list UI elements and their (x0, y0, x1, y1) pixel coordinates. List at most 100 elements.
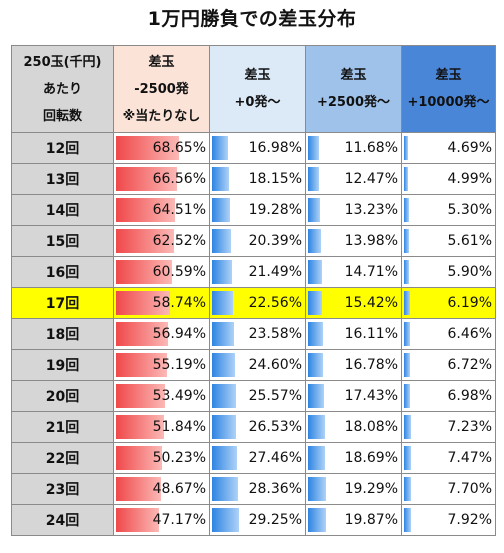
header-plus10000-line: +10000発～ (407, 95, 490, 110)
value-label: 25.57% (248, 388, 302, 404)
cell-plus10000: 5.61% (401, 225, 496, 257)
cell-plus2500: 17.43% (305, 380, 402, 412)
value-label: 4.99% (447, 171, 492, 187)
value-bar (404, 229, 409, 253)
cell-loss: 55.19% (113, 349, 210, 381)
table-row: 22回 50.23% 27.46% 18.69% 7.47% (11, 442, 496, 474)
header-row: 250玉(千円) あたり 回転数 差玉 -2500発 ※当たりなし 差玉 +0発… (11, 45, 496, 133)
value-label: 18.69% (344, 450, 398, 466)
value-label: 11.68% (344, 140, 398, 156)
cell-loss: 68.65% (113, 132, 210, 164)
cell-plus0: 21.49% (209, 256, 306, 288)
chart-title: 1万円勝負での差玉分布 (147, 8, 357, 30)
cell-loss: 53.49% (113, 380, 210, 412)
value-bar (116, 322, 168, 346)
value-bar (404, 198, 409, 222)
value-bar (404, 384, 410, 408)
value-label: 22.56% (248, 295, 302, 311)
value-label: 28.36% (248, 481, 302, 497)
value-label: 21.49% (248, 264, 302, 280)
value-label: 14.71% (344, 264, 398, 280)
value-bar (308, 322, 323, 346)
cell-plus0: 26.53% (209, 411, 306, 443)
value-bar (212, 167, 229, 191)
value-label: 6.72% (447, 357, 492, 373)
value-bar (212, 508, 239, 532)
cell-plus2500: 18.08% (305, 411, 402, 443)
value-bar (212, 415, 236, 439)
cell-plus2500: 18.69% (305, 442, 402, 474)
table-row: 17回 58.74% 22.56% 15.42% 6.19% (11, 287, 496, 319)
value-label: 16.11% (344, 326, 398, 342)
value-label: 5.61% (447, 233, 492, 249)
cell-plus10000: 7.47% (401, 442, 496, 474)
distribution-table: 250玉(千円) あたり 回転数 差玉 -2500発 ※当たりなし 差玉 +0発… (11, 45, 496, 536)
value-label: 48.67% (152, 481, 206, 497)
cell-plus0: 16.98% (209, 132, 306, 164)
value-bar (212, 477, 238, 501)
value-bar (308, 415, 325, 439)
cell-plus0: 24.60% (209, 349, 306, 381)
value-bar (404, 167, 408, 191)
header-spins-line: あたり (42, 81, 82, 97)
cell-plus0: 25.57% (209, 380, 306, 412)
value-label: 26.53% (248, 419, 302, 435)
value-bar (308, 260, 322, 284)
cell-plus2500: 11.68% (305, 132, 402, 164)
table-row: 23回 48.67% 28.36% 19.29% 7.70% (11, 473, 496, 505)
value-label: 16.78% (344, 357, 398, 373)
value-label: 12.47% (344, 171, 398, 187)
row-label: 12回 (11, 132, 114, 164)
cell-loss: 66.56% (113, 163, 210, 195)
value-bar (404, 477, 411, 501)
cell-plus10000: 6.19% (401, 287, 496, 319)
value-label: 18.15% (248, 171, 302, 187)
value-bar (116, 260, 172, 284)
cell-loss: 50.23% (113, 442, 210, 474)
cell-plus0: 23.58% (209, 318, 306, 350)
value-bar (116, 229, 174, 253)
value-bar (308, 477, 326, 501)
cell-plus2500: 15.42% (305, 287, 402, 319)
value-bar (308, 167, 319, 191)
cell-loss: 48.67% (113, 473, 210, 505)
value-bar (116, 198, 175, 222)
cell-plus10000: 6.98% (401, 380, 496, 412)
value-bar (404, 291, 410, 315)
value-label: 20.39% (248, 233, 302, 249)
value-label: 4.69% (447, 140, 492, 156)
value-label: 5.30% (447, 202, 492, 218)
table-row: 13回 66.56% 18.15% 12.47% 4.99% (11, 163, 496, 195)
cell-loss: 60.59% (113, 256, 210, 288)
value-label: 5.90% (447, 264, 492, 280)
cell-plus10000: 7.70% (401, 473, 496, 505)
cell-plus0: 20.39% (209, 225, 306, 257)
cell-plus10000: 7.92% (401, 504, 496, 536)
header-loss: 差玉 -2500発 ※当たりなし (113, 45, 210, 133)
header-spins-line: 回転数 (42, 108, 82, 124)
value-label: 7.47% (447, 450, 492, 466)
value-bar (308, 136, 319, 160)
header-plus0: 差玉 +0発～ (209, 45, 306, 133)
value-label: 18.08% (344, 419, 398, 435)
header-plus2500-line: +2500発～ (316, 95, 391, 110)
cell-plus0: 22.56% (209, 287, 306, 319)
row-label: 20回 (11, 380, 114, 412)
table-row: 14回 64.51% 19.28% 13.23% 5.30% (11, 194, 496, 226)
value-label: 68.65% (152, 140, 206, 156)
value-label: 7.92% (447, 512, 492, 528)
row-label: 18回 (11, 318, 114, 350)
table-row: 16回 60.59% 21.49% 14.71% 5.90% (11, 256, 496, 288)
header-spins: 250玉(千円) あたり 回転数 (11, 45, 114, 133)
value-bar (212, 446, 237, 470)
header-plus10000: 差玉 +10000発～ (401, 45, 496, 133)
value-bar (212, 229, 231, 253)
value-label: 24.60% (248, 357, 302, 373)
value-label: 51.84% (152, 419, 206, 435)
value-bar (308, 353, 323, 377)
cell-loss: 47.17% (113, 504, 210, 536)
header-loss-line: -2500発 (134, 81, 189, 97)
value-label: 19.28% (248, 202, 302, 218)
value-bar (212, 260, 232, 284)
row-label: 19回 (11, 349, 114, 381)
